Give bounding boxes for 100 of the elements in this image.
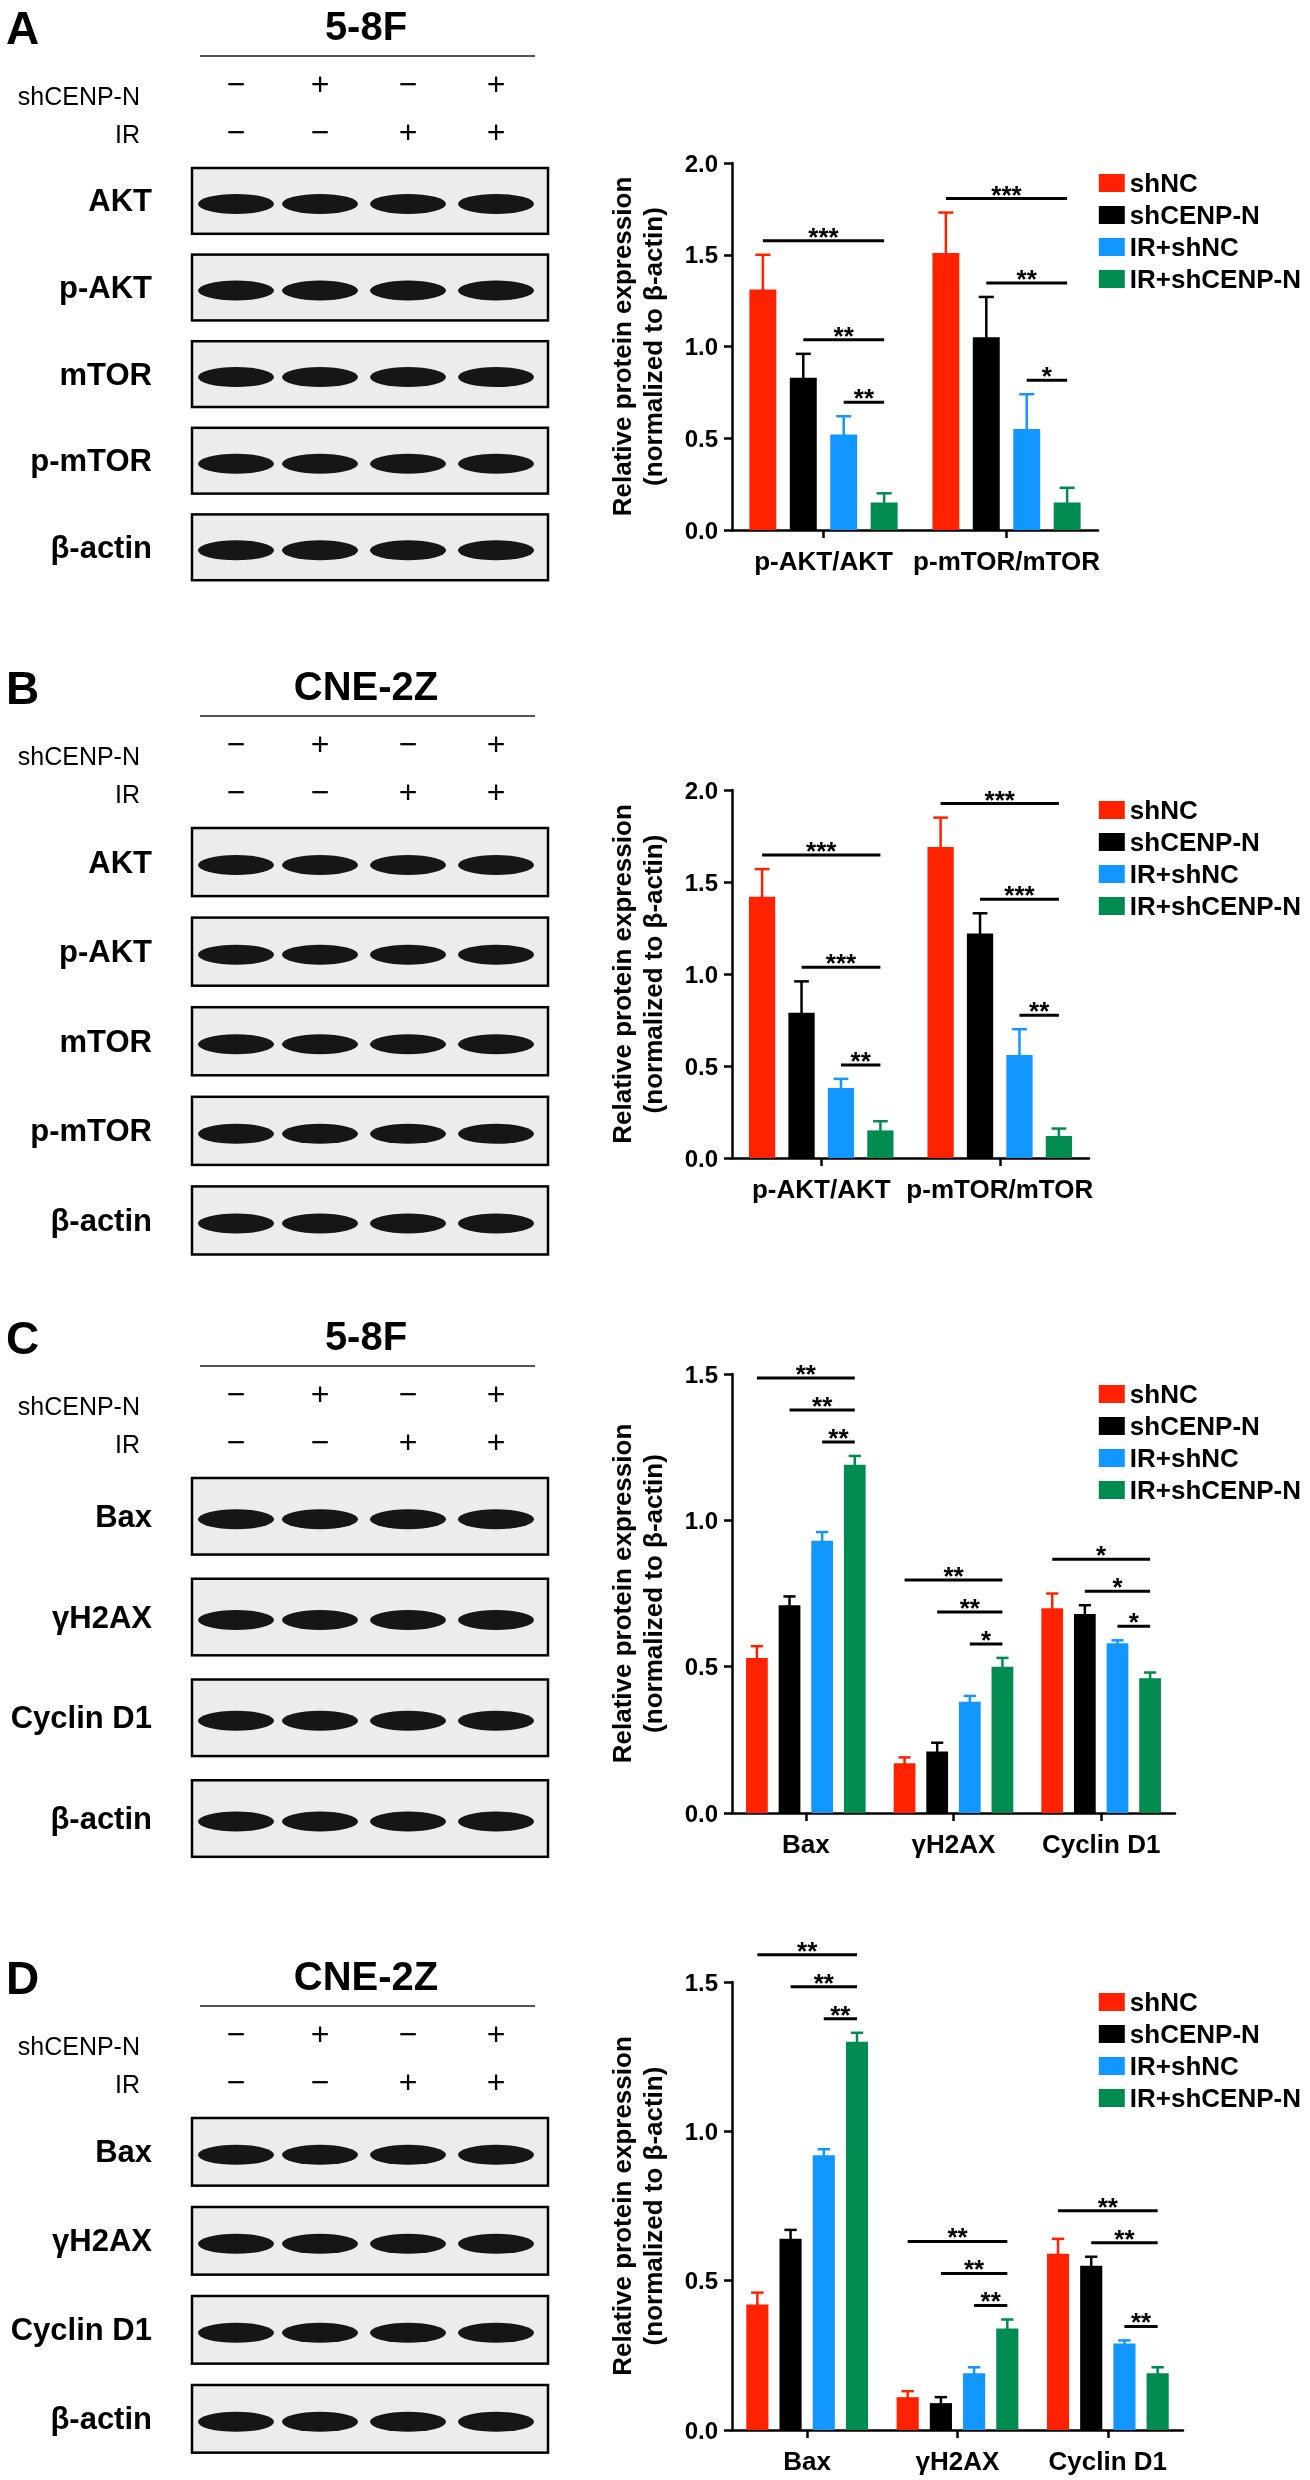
annotation: * xyxy=(1096,1540,1108,1571)
text: + xyxy=(398,1424,418,1460)
text: + xyxy=(310,66,330,102)
bar xyxy=(1106,1643,1129,1813)
x-tick-label: p-mTOR/mTOR xyxy=(906,1174,1094,1204)
text: + xyxy=(486,1424,506,1460)
legend-label: shCENP-N xyxy=(1129,1411,1260,1441)
text: IR xyxy=(115,1430,140,1458)
text: − xyxy=(398,726,418,762)
text: β-actin xyxy=(50,529,152,565)
annotation: *** xyxy=(984,784,1016,815)
annotation: *** xyxy=(808,221,840,252)
legend-label: IR+shNC xyxy=(1129,1443,1240,1473)
text: − xyxy=(398,1376,418,1412)
y-tick-label: 1.5 xyxy=(684,868,718,896)
text: Cyclin D1 xyxy=(10,1700,152,1736)
y-tick-label: 0.5 xyxy=(684,424,718,452)
annotation: ** xyxy=(947,2222,969,2253)
y-tick-label: 1.5 xyxy=(684,1360,718,1388)
text: − xyxy=(226,2064,246,2100)
text: β-actin xyxy=(50,1801,152,1837)
annotation: *** xyxy=(1004,880,1036,911)
x-tick-label: p-mTOR/mTOR xyxy=(913,546,1101,576)
y-tick-label: 0.0 xyxy=(684,516,718,544)
text: AKT xyxy=(88,844,153,880)
annotation: ** xyxy=(830,1999,852,2030)
annotation: * xyxy=(1112,1572,1124,1603)
bar xyxy=(812,2155,835,2430)
legend-label: IR+shNC xyxy=(1129,859,1240,889)
text: + xyxy=(486,2064,506,2100)
y-tick-label: 0.0 xyxy=(684,1799,718,1827)
text: − xyxy=(226,774,246,810)
text: + xyxy=(486,774,506,810)
bar xyxy=(1146,2373,1169,2430)
x-tick-label: γH2AX xyxy=(915,2446,1001,2476)
x-tick-label: Cyclin D1 xyxy=(1041,1829,1161,1859)
text: − xyxy=(310,2064,330,2100)
y-tick-label: 1.0 xyxy=(684,1506,718,1534)
text: shCENP-N xyxy=(17,1392,140,1420)
legend-label: IR+shCENP-N xyxy=(1129,1475,1302,1505)
text: − xyxy=(226,2016,246,2052)
y-tick-label: 2.0 xyxy=(684,149,718,177)
text: + xyxy=(398,114,418,150)
legend-label: shCENP-N xyxy=(1129,827,1260,857)
text: β-actin xyxy=(50,2401,152,2437)
x-tick-label: p-AKT/AKT xyxy=(754,546,893,576)
y-axis-title: Relative protein expression (normalized to β-actin) xyxy=(606,1423,668,1764)
annotation: *** xyxy=(825,948,858,979)
legend-label: IR+shCENP-N xyxy=(1129,264,1302,294)
annotation: *** xyxy=(991,179,1023,210)
legend-label: shNC xyxy=(1129,1379,1198,1409)
annotation: *** xyxy=(806,836,838,867)
annotation: ** xyxy=(959,1592,981,1623)
text: + xyxy=(486,726,506,762)
legend-label: shNC xyxy=(1129,795,1198,825)
text: mTOR xyxy=(59,1023,152,1059)
bar xyxy=(958,1701,981,1813)
text: + xyxy=(486,2016,506,2052)
annotation: ** xyxy=(833,320,855,351)
text: + xyxy=(398,774,418,810)
legend-label: shNC xyxy=(1129,168,1198,198)
text: p-AKT xyxy=(59,934,153,970)
bar xyxy=(893,1763,916,1813)
bar xyxy=(1113,2343,1136,2430)
text: 5-8F xyxy=(324,1314,408,1358)
y-axis-title: Relative protein expression (normalized to β-actin) xyxy=(606,2036,668,2376)
annotation: ** xyxy=(943,1560,965,1591)
text: − xyxy=(398,2016,418,2052)
text: IR xyxy=(115,120,140,148)
annotation: ** xyxy=(1029,996,1051,1027)
text: Cyclin D1 xyxy=(10,2312,152,2348)
legend-label: shNC xyxy=(1129,1987,1198,2017)
legend-label: shCENP-N xyxy=(1129,200,1260,230)
y-tick-label: 1.0 xyxy=(684,2117,718,2145)
bar xyxy=(963,2373,986,2430)
text: + xyxy=(310,726,330,762)
y-tick-label: 1.5 xyxy=(684,241,718,269)
legend-label: shCENP-N xyxy=(1129,2019,1260,2049)
legend-label: IR+shNC xyxy=(1129,2051,1240,2081)
x-tick-label: Cyclin D1 xyxy=(1048,2446,1168,2476)
annotation: ** xyxy=(963,2254,986,2285)
annotation: ** xyxy=(1016,263,1038,294)
annotation: ** xyxy=(853,383,875,414)
text: − xyxy=(310,1424,330,1460)
y-tick-label: 1.0 xyxy=(684,333,718,360)
text: − xyxy=(310,114,330,150)
text: IR xyxy=(115,780,140,808)
text: Bax xyxy=(95,2134,153,2170)
text: shCENP-N xyxy=(17,742,140,770)
annotation: ** xyxy=(980,2286,1002,2317)
text: p-mTOR xyxy=(30,1113,152,1149)
annotation: ** xyxy=(1114,2223,1136,2254)
text: shCENP-N xyxy=(17,82,140,110)
y-tick-label: 0.0 xyxy=(684,2416,718,2444)
bar xyxy=(1139,1678,1161,1813)
y-tick-label: 0.0 xyxy=(684,1144,718,1172)
text: CNE-2Z xyxy=(293,1954,439,1998)
y-tick-label: 1.5 xyxy=(684,1968,718,1996)
text: + xyxy=(486,66,506,102)
annotation: ** xyxy=(1097,2191,1119,2222)
